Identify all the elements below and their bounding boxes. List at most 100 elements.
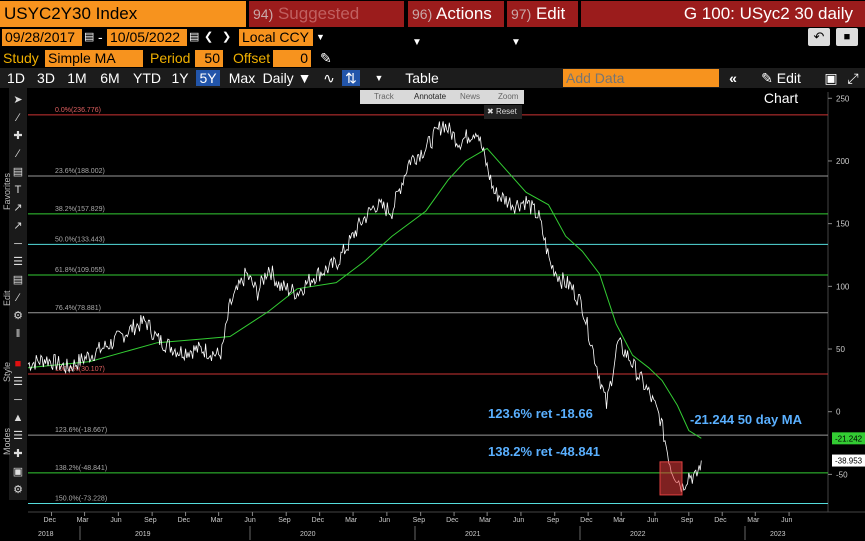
text-icon[interactable]: T: [14, 184, 22, 196]
shape-icon[interactable]: ▤: [12, 274, 24, 286]
mode-icon[interactable]: ▣: [12, 466, 24, 478]
low-highlight-box: [659, 461, 683, 496]
measure-icon[interactable]: ‖: [15, 328, 21, 340]
suggested-charts-button[interactable]: 94) Suggested Charts: [249, 1, 404, 49]
range-ytd[interactable]: YTD: [133, 70, 161, 86]
x-tick-label: Jun: [513, 517, 524, 524]
line-style-icon[interactable]: ─: [14, 394, 22, 406]
price-series-line: [27, 121, 702, 492]
line-chart-icon[interactable]: ∿: [323, 70, 335, 86]
range-max[interactable]: Max: [228, 70, 256, 86]
reset-label: Reset: [495, 107, 517, 116]
start-calendar-icon[interactable]: ▤: [84, 31, 95, 43]
x-year-label: 2022: [630, 531, 646, 538]
select-arrow-icon[interactable]: ➤: [13, 94, 23, 106]
settings-icon[interactable]: ⚙: [13, 484, 23, 496]
range-3d[interactable]: 3D: [37, 70, 55, 86]
frequency-select[interactable]: Daily ▼: [262, 68, 312, 88]
study-select[interactable]: Simple MA: [45, 50, 143, 67]
x-tick-label: Jun: [781, 517, 792, 524]
reset-button[interactable]: ✖ Reset: [484, 105, 522, 119]
y-tick-label: 150: [836, 220, 850, 229]
sidebar-label-edit: Edit: [2, 290, 12, 306]
options-button[interactable]: ■: [836, 28, 858, 46]
add-data-input[interactable]: [563, 69, 719, 87]
start-date-field[interactable]: 09/28/2017: [2, 29, 82, 46]
zoom-icon[interactable]: ▣: [824, 70, 838, 86]
chart-title: G 100: USyc2 30 daily: [581, 1, 865, 27]
news-tool[interactable]: News: [460, 92, 481, 101]
marker-icon[interactable]: ▲: [12, 412, 24, 424]
x-tick-label: Mar: [211, 517, 224, 524]
end-calendar-icon[interactable]: ▤: [189, 31, 200, 43]
x-tick-label: Dec: [446, 517, 459, 524]
zoom-tool[interactable]: Zoom: [498, 92, 519, 101]
x-year-label: 2018: [38, 531, 54, 538]
ray-icon[interactable]: ↗: [13, 220, 23, 232]
line-tool-icon[interactable]: ∕: [17, 112, 19, 124]
x-tick-label: Dec: [178, 517, 191, 524]
annotate-tool[interactable]: Annotate: [414, 92, 447, 101]
ticker-field[interactable]: USYC2Y30 Index: [0, 1, 246, 27]
date-prev-icon[interactable]: ❮: [204, 31, 214, 43]
date-next-icon[interactable]: ❯: [222, 31, 232, 43]
edit-label: Edit: [535, 4, 566, 23]
range-1y[interactable]: 1Y: [171, 70, 189, 86]
x-tick-label: Sep: [144, 517, 157, 524]
price-last-value: -38.953: [835, 457, 863, 466]
table-button[interactable]: Table: [405, 70, 439, 86]
edit-number: 97): [511, 6, 532, 22]
chart-type-chevron-down-icon[interactable]: ▼: [374, 73, 384, 83]
range-1d[interactable]: 1D: [7, 70, 25, 86]
edit-chevron-down-icon: ▼: [511, 37, 521, 48]
offset-input[interactable]: 0: [273, 50, 311, 67]
edit-chart-button[interactable]: ✎ Edit Chart: [744, 68, 818, 108]
currency-select[interactable]: Local CCY: [239, 29, 313, 46]
y-tick-label: 250: [836, 94, 850, 103]
lines-icon[interactable]: ☰: [13, 430, 23, 442]
draw-icon[interactable]: ∕: [17, 292, 19, 304]
trend-icon[interactable]: ∕: [17, 148, 19, 160]
x-tick-label: Jun: [110, 517, 121, 524]
thickness-icon[interactable]: ☰: [13, 376, 23, 388]
undo-button[interactable]: ↶: [808, 28, 830, 46]
fib-level-label: 50.0%(133.443): [55, 236, 105, 243]
fib-level-label: 38.2%(157.829): [55, 206, 105, 213]
range-1m[interactable]: 1M: [67, 70, 87, 86]
frequency-chevron-down-icon: ▼: [297, 70, 312, 86]
edit-chart-label: Edit Chart: [763, 70, 801, 106]
collapse-icon[interactable]: «: [729, 70, 737, 86]
arrow-icon[interactable]: ↗: [13, 202, 23, 214]
range-5y[interactable]: 5Y: [196, 70, 220, 86]
study-label: Study: [3, 50, 39, 66]
gear-icon[interactable]: ⚙: [13, 310, 23, 322]
x-tick-label: Dec: [580, 517, 593, 524]
expand-icon[interactable]: ⤢: [847, 70, 859, 86]
y-tick-label: 0: [836, 408, 841, 417]
currency-chevron-down-icon[interactable]: ▼: [316, 32, 325, 42]
chart-annotation: 138.2% ret -48.841: [488, 444, 600, 459]
track-tool[interactable]: Track: [374, 92, 394, 101]
fib-level-label: 0.0%(236.776): [55, 107, 101, 114]
color-icon[interactable]: ■: [14, 358, 22, 370]
frequency-label: Daily: [262, 70, 294, 86]
channel-icon[interactable]: ☰: [13, 256, 23, 268]
fib-icon[interactable]: ▤: [12, 166, 24, 178]
range-6m[interactable]: 6M: [100, 70, 120, 86]
chart-annotation: -21.244 50 day MA: [690, 412, 803, 427]
pencil-icon[interactable]: ✎: [320, 50, 332, 66]
tool-sidebar: [9, 88, 27, 500]
candlestick-icon[interactable]: ⇅: [342, 70, 360, 86]
chart-annotation: 123.6% ret -18.66: [488, 406, 593, 421]
sidebar-label-style: Style: [2, 361, 12, 382]
crosshair-icon[interactable]: ✚: [13, 448, 23, 460]
end-date-field[interactable]: 10/05/2022: [107, 29, 187, 46]
actions-button[interactable]: 96) Actions ▼: [408, 1, 504, 48]
suggested-charts-number: 94): [253, 6, 274, 22]
period-input[interactable]: 50: [195, 50, 223, 67]
edit-button[interactable]: 97) Edit ▼: [507, 1, 578, 48]
fib-level-label: 61.8%(109.055): [55, 267, 105, 274]
hline-icon[interactable]: ─: [14, 238, 22, 250]
x-tick-label: Sep: [278, 517, 291, 524]
move-tool-icon[interactable]: ✚: [13, 130, 23, 142]
